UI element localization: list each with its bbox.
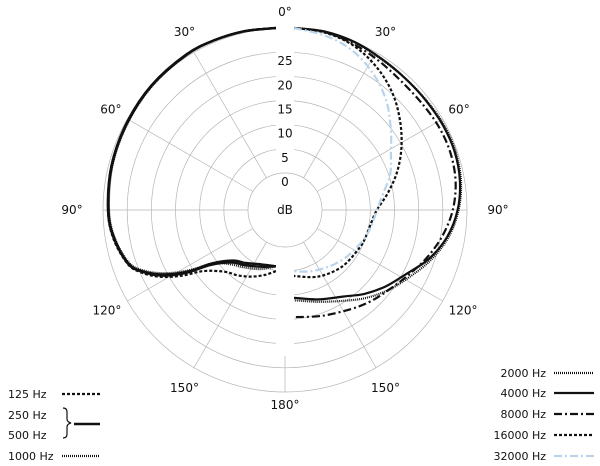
angle-label: 30° [174, 25, 195, 39]
angle-label: 150° [371, 381, 400, 395]
radial-tick-label: 25 [277, 54, 292, 68]
angle-label: 90° [61, 203, 82, 217]
angle-label: 120° [449, 304, 478, 318]
grid-spoke [303, 52, 377, 179]
series-line-32000hz [293, 26, 393, 273]
legend-label: 16000 Hz [493, 429, 546, 442]
series-line-16000hz [293, 26, 403, 279]
radial-tick-labels: 0 5 10 15 20 25 [277, 54, 292, 189]
series-line-2000hz [293, 26, 463, 303]
series-line-8000hz [293, 26, 457, 319]
angle-label: 180° [271, 398, 300, 412]
legend-left: 125 Hz 250 Hz 500 Hz 1000 Hz [8, 388, 100, 463]
angle-label: 60° [448, 103, 469, 117]
angle-label: 90° [487, 203, 508, 217]
legend-right: 2000 Hz 4000 Hz 8000 Hz 16000 Hz 32000 Hz [493, 367, 594, 463]
radial-tick-label: 20 [277, 78, 292, 92]
angle-label: 60° [100, 103, 121, 117]
grid-spoke [127, 228, 254, 302]
series-line-4000hz [293, 26, 462, 301]
db-unit-label: dB [277, 203, 293, 217]
grid-spoke [303, 241, 377, 368]
series-line-1000hz [107, 26, 277, 275]
legend-label: 4000 Hz [500, 387, 546, 400]
legend-label: 250 Hz [8, 409, 47, 422]
angle-label: 120° [92, 304, 121, 318]
angle-labels: 0° 30° 60° 90° 120° 150° 180° 30° 60° 90° 120° 150° [61, 5, 508, 412]
legend-label: 2000 Hz [500, 367, 546, 380]
angle-label: 150° [170, 381, 199, 395]
legend-label: 32000 Hz [493, 450, 546, 463]
grid-spoke [316, 228, 443, 302]
legend-label: 8000 Hz [500, 408, 546, 421]
legend-brace [62, 407, 72, 439]
radial-tick-label: 15 [277, 103, 292, 117]
angle-label: 30° [375, 25, 396, 39]
series-line-500hz [106, 26, 277, 277]
radial-tick-label: 0 [281, 175, 289, 189]
grid-spoke [316, 118, 443, 192]
legend-label: 500 Hz [8, 429, 47, 442]
radial-tick-label: 5 [281, 151, 289, 165]
angle-label: 0° [278, 5, 292, 19]
grid-spoke [127, 118, 254, 192]
grid-spoke [193, 52, 267, 179]
legend-label: 125 Hz [8, 388, 47, 401]
series-layer [106, 26, 463, 319]
radial-tick-label: 10 [277, 127, 292, 141]
legend-label: 1000 Hz [8, 450, 54, 463]
center-hub [247, 172, 323, 248]
